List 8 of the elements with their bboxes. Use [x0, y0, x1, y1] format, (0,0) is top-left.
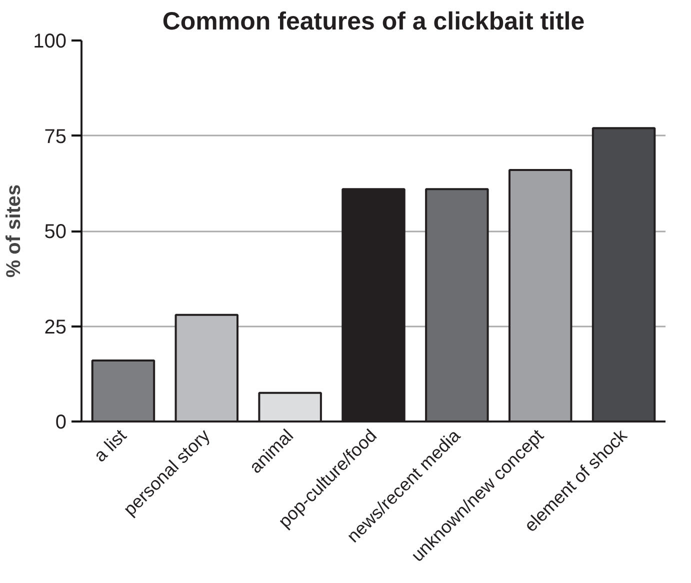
- y-tick-label: 75: [44, 126, 67, 148]
- y-tick-label: 0: [55, 412, 66, 434]
- y-axis-title: % of sites: [3, 184, 26, 278]
- y-tick-label: 100: [33, 30, 67, 52]
- y-tick-label: 50: [44, 221, 67, 243]
- y-tick-label: 25: [44, 316, 67, 338]
- chart-title: Common features of a clickbait title: [162, 8, 585, 36]
- x-tick-label: a list: [90, 425, 130, 466]
